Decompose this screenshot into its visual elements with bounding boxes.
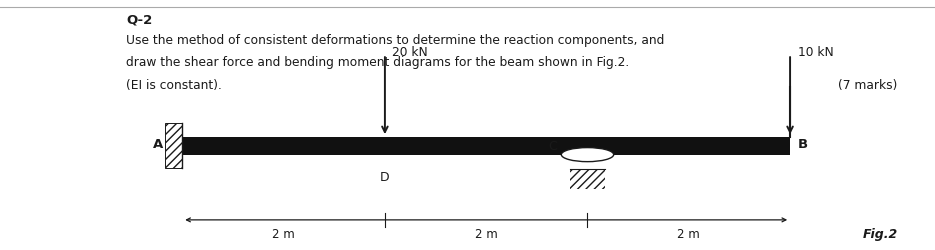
Text: C: C xyxy=(548,140,556,152)
Circle shape xyxy=(561,148,613,162)
Text: Fig.2: Fig.2 xyxy=(862,228,898,240)
Bar xyxy=(165,124,182,169)
Text: 2 m: 2 m xyxy=(678,228,700,240)
Text: 2 m: 2 m xyxy=(475,228,497,240)
Text: 2 m: 2 m xyxy=(272,228,295,240)
Text: Use the method of consistent deformations to determine the reaction components, : Use the method of consistent deformation… xyxy=(126,34,665,47)
Text: B: B xyxy=(798,137,808,150)
Bar xyxy=(569,169,605,189)
Text: A: A xyxy=(152,137,163,150)
Text: (EI is constant).: (EI is constant). xyxy=(126,79,223,92)
Text: D: D xyxy=(381,170,390,183)
Bar xyxy=(182,138,790,155)
Text: (7 marks): (7 marks) xyxy=(838,79,898,92)
Text: draw the shear force and bending moment diagrams for the beam shown in Fig.2.: draw the shear force and bending moment … xyxy=(126,56,629,69)
Text: 10 kN: 10 kN xyxy=(798,46,833,59)
Text: Q-2: Q-2 xyxy=(126,14,152,27)
Text: 20 kN: 20 kN xyxy=(393,46,428,59)
